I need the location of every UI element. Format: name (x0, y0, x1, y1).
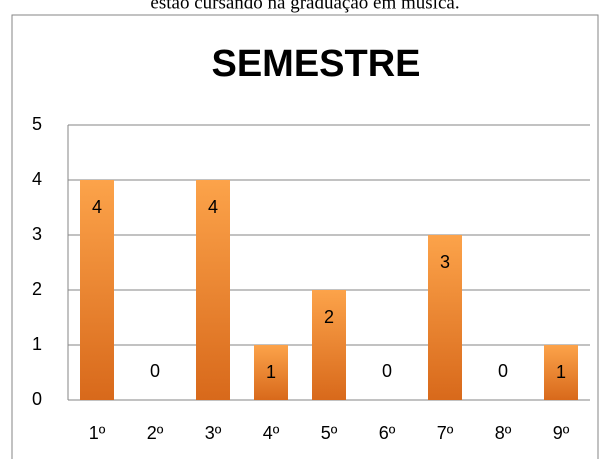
chart-frame (11, 14, 599, 459)
x-tick-label: 1º (89, 423, 106, 443)
data-label: 4 (208, 197, 218, 217)
y-tick-label: 0 (32, 389, 42, 409)
bar (544, 345, 578, 400)
data-label: 0 (498, 361, 508, 381)
x-tick-label: 8º (495, 423, 512, 443)
caption: estão cursando na graduação em música. (150, 0, 459, 13)
bar (196, 180, 230, 400)
x-tick-label: 4º (263, 423, 280, 443)
bar (254, 345, 288, 400)
chart-title: SEMESTRE (211, 43, 420, 85)
x-tick-label: 3º (205, 423, 222, 443)
bar (80, 180, 114, 400)
data-label: 3 (440, 252, 450, 272)
x-tick-label: 2º (147, 423, 164, 443)
y-tick-label: 4 (32, 169, 42, 189)
y-tick-label: 1 (32, 334, 42, 354)
x-tick-label: 5º (321, 423, 338, 443)
data-label: 1 (556, 362, 566, 382)
x-tick-label: 9º (553, 423, 570, 443)
data-label: 1 (266, 362, 276, 382)
y-tick-label: 2 (32, 279, 42, 299)
data-label: 2 (324, 307, 334, 327)
y-tick-label: 3 (32, 224, 42, 244)
bar (428, 235, 462, 400)
y-tick-label: 5 (32, 114, 42, 134)
bar (312, 290, 346, 400)
data-label: 0 (150, 361, 160, 381)
x-tick-label: 7º (437, 423, 454, 443)
data-label: 0 (382, 361, 392, 381)
data-label: 4 (92, 197, 102, 217)
x-tick-label: 6º (379, 423, 396, 443)
